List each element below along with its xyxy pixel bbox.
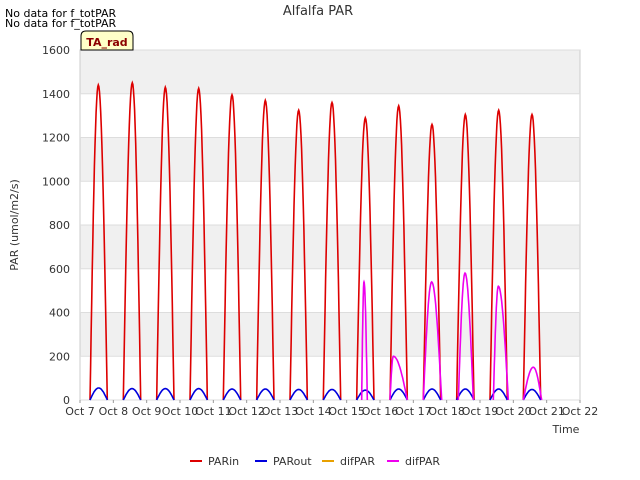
- x-tick-label: Oct 20: [495, 405, 532, 418]
- y-tick-label: 1600: [42, 44, 70, 57]
- chart-title: Alfalfa PAR: [283, 4, 353, 19]
- series-line-parout: [89, 387, 542, 401]
- x-tick-label: Oct 7: [65, 405, 95, 418]
- x-tick-label: Oct 22: [562, 405, 599, 418]
- x-tick-label: Oct 8: [99, 405, 129, 418]
- series-lines: [89, 80, 543, 401]
- legend: PARin PARout difPAR difPAR: [190, 455, 440, 468]
- y-tick-label: 400: [49, 307, 70, 320]
- y-tick-label: 800: [49, 219, 70, 232]
- x-tick-label: Oct 15: [328, 405, 365, 418]
- x-tick-label: Oct 11: [195, 405, 232, 418]
- x-tick-label: Oct 12: [228, 405, 265, 418]
- x-tick-label: Oct 17: [395, 405, 432, 418]
- legend-label: PARin: [208, 455, 239, 468]
- x-tick-label: Oct 13: [262, 405, 299, 418]
- y-tick-label: 200: [49, 350, 70, 363]
- no-data-note-2: No data for f_totPAR: [5, 17, 117, 30]
- x-tick-label: Oct 18: [428, 405, 465, 418]
- legend-label: PARout: [273, 455, 312, 468]
- no-data-note-1: No data for f_totPAR: [5, 7, 117, 20]
- series-line-parin: [89, 80, 542, 401]
- x-tick-label: Oct 16: [362, 405, 399, 418]
- band: [80, 225, 580, 269]
- y-tick-label: 0: [63, 394, 70, 407]
- y-axis-label: PAR (umol/m2/s): [8, 179, 21, 271]
- x-tick-label: Oct 9: [132, 405, 162, 418]
- y-tick-label: 1000: [42, 175, 70, 188]
- legend-label: difPAR: [405, 455, 440, 468]
- band: [80, 137, 580, 182]
- band: [80, 50, 580, 94]
- y-axis-ticks: 0 200 400 600 800 1000 1200 1400 1600: [42, 44, 70, 407]
- ta-rad-badge-label: TA_rad: [86, 36, 127, 49]
- ta-rad-badge: TA_rad: [80, 30, 134, 51]
- x-tick-label: Oct 21: [528, 405, 565, 418]
- y-tick-label: 1200: [42, 132, 70, 145]
- x-axis-label: Time: [552, 423, 580, 436]
- band: [80, 312, 580, 357]
- x-tick-label: Oct 10: [162, 405, 199, 418]
- x-tick-label: Oct 19: [462, 405, 499, 418]
- background-bands: [80, 50, 580, 357]
- x-tick-label: Oct 14: [295, 405, 332, 418]
- series-line-difpar: [360, 271, 543, 401]
- y-tick-label: 600: [49, 263, 70, 276]
- y-tick-label: 1400: [42, 88, 70, 101]
- legend-label: difPAR: [340, 455, 375, 468]
